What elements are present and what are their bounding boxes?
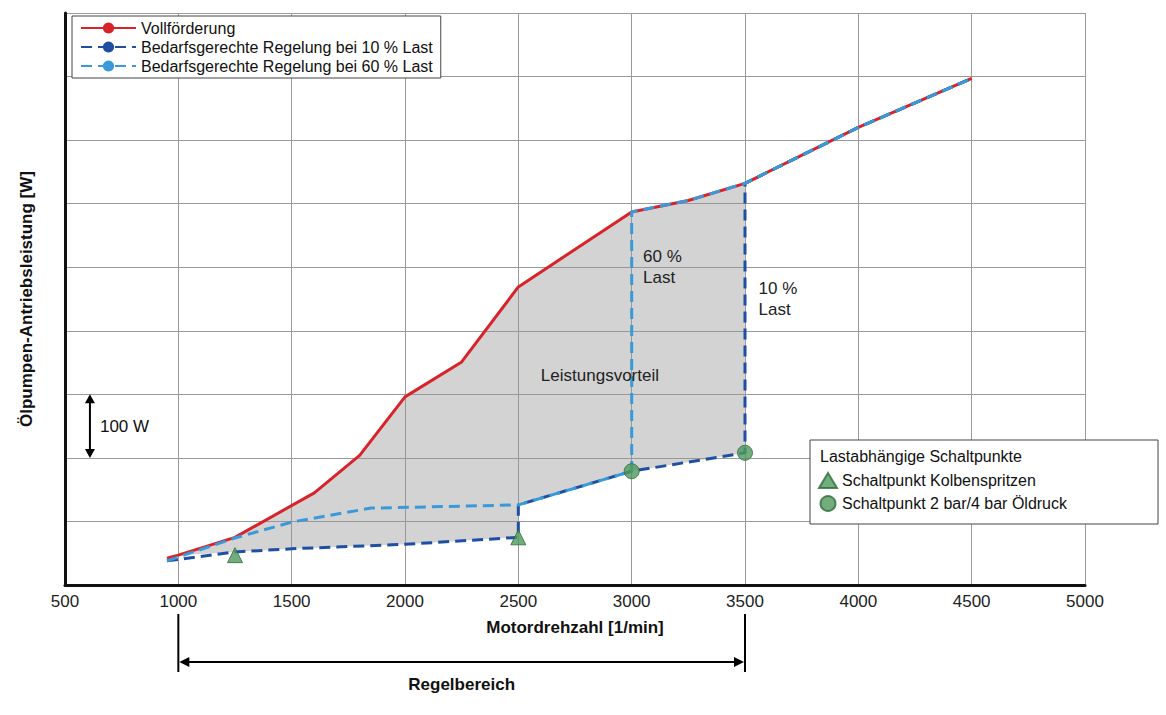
svg-text:1500: 1500: [273, 592, 311, 611]
svg-text:2000: 2000: [386, 592, 424, 611]
svg-text:Ölpumpen-Antriebsleistung [W]: Ölpumpen-Antriebsleistung [W]: [17, 171, 36, 427]
svg-text:Schaltpunkt 2 bar/4 bar Öldruc: Schaltpunkt 2 bar/4 bar Öldruck: [842, 495, 1068, 512]
svg-text:3000: 3000: [613, 592, 651, 611]
svg-text:Last: Last: [759, 300, 791, 319]
svg-text:Last: Last: [643, 268, 675, 287]
svg-text:3500: 3500: [726, 592, 764, 611]
svg-text:2500: 2500: [499, 592, 537, 611]
svg-text:100 W: 100 W: [100, 417, 149, 436]
svg-text:4500: 4500: [953, 592, 991, 611]
svg-text:60 %: 60 %: [643, 247, 682, 266]
svg-text:500: 500: [51, 592, 79, 611]
svg-text:1000: 1000: [159, 592, 197, 611]
svg-text:4000: 4000: [839, 592, 877, 611]
svg-text:Leistungsvorteil: Leistungsvorteil: [541, 366, 659, 385]
svg-text:Motordrehzahl [1/min]: Motordrehzahl [1/min]: [486, 618, 664, 637]
svg-text:Bedarfsgerechte Regelung bei 6: Bedarfsgerechte Regelung bei 60 % Last: [141, 58, 433, 75]
svg-text:10 %: 10 %: [759, 279, 798, 298]
svg-text:Lastabhängige Schaltpunkte: Lastabhängige Schaltpunkte: [820, 448, 1022, 465]
svg-text:5000: 5000: [1066, 592, 1104, 611]
svg-text:Bedarfsgerechte Regelung bei 1: Bedarfsgerechte Regelung bei 10 % Last: [141, 39, 433, 56]
svg-text:Vollförderung: Vollförderung: [141, 20, 235, 37]
svg-text:Schaltpunkt Kolbenspritzen: Schaltpunkt Kolbenspritzen: [842, 472, 1036, 489]
svg-text:Regelbereich: Regelbereich: [408, 675, 515, 694]
